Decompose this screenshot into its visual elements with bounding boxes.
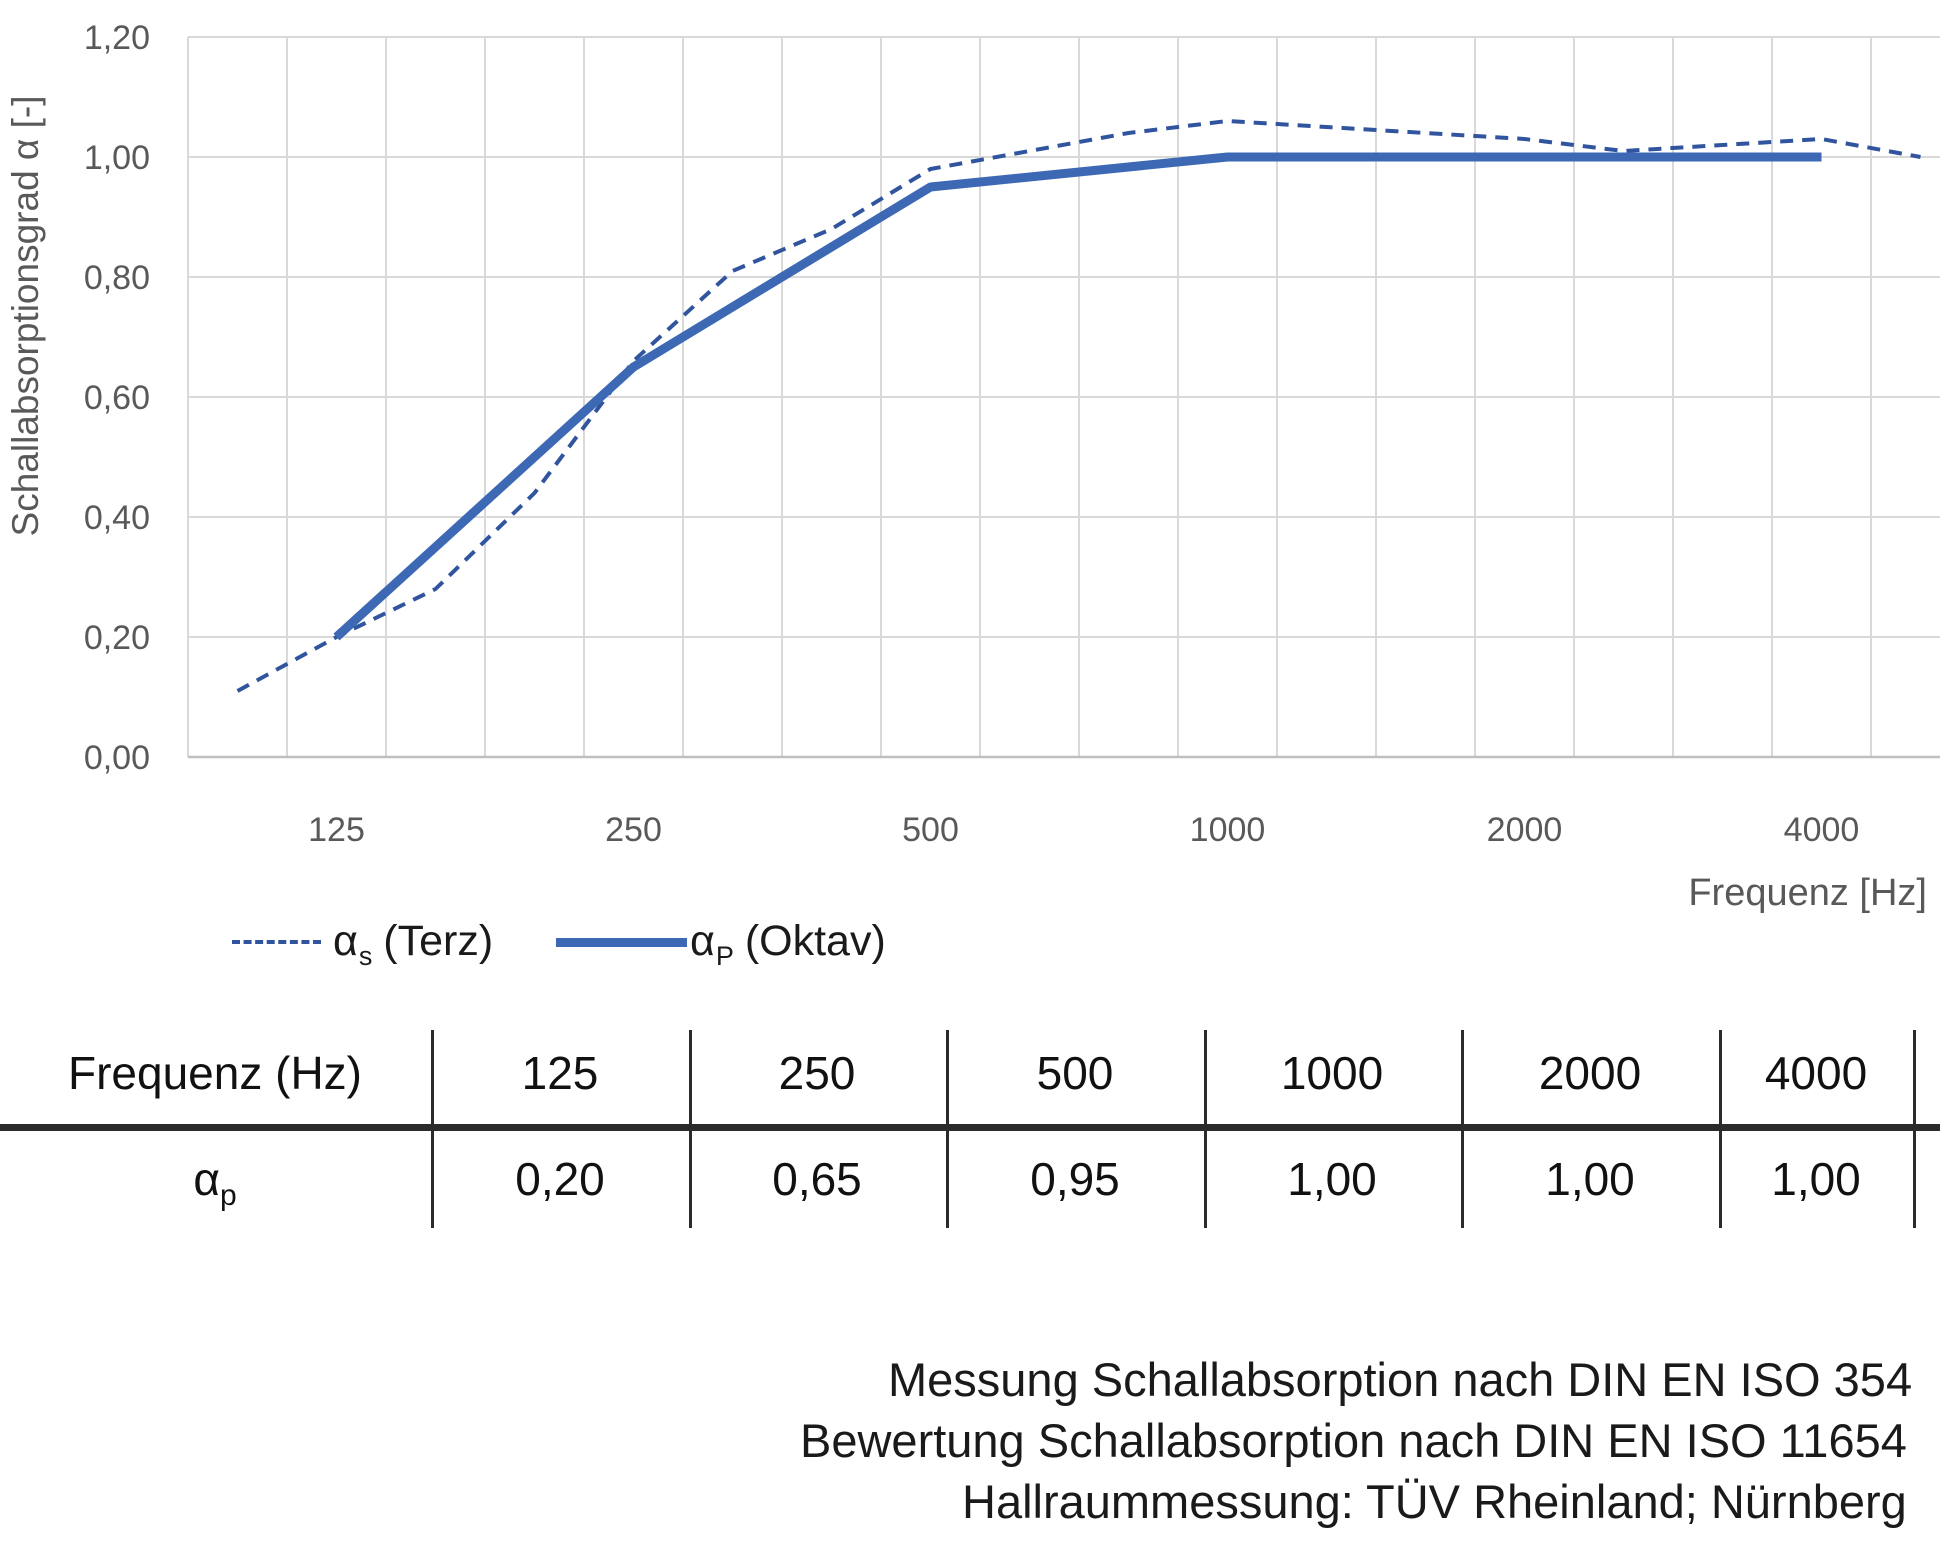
- table-header-value: 500: [1036, 1047, 1114, 1099]
- x-axis-title: Frequenz [Hz]: [1688, 872, 1927, 914]
- table-row-label-alpha-p: αp: [50, 1152, 380, 1212]
- x-tick-label: 125: [308, 811, 365, 849]
- alpha-subscript: p: [219, 1179, 237, 1212]
- table-header-divider: [0, 1124, 1940, 1131]
- oktav-series-line: [333, 152, 1822, 641]
- y-tick-label: 0,40: [84, 499, 150, 537]
- legend-oktav-symbol: α: [690, 917, 715, 965]
- table-header-value: 4000: [1764, 1047, 1868, 1099]
- legend-oktav-text: (Oktav): [732, 917, 886, 965]
- table-header-value: 250: [778, 1047, 856, 1099]
- terz-dashed-line-sample: [232, 940, 321, 944]
- x-tick-label: 1000: [1190, 811, 1266, 849]
- table-header-value: 125: [521, 1047, 599, 1099]
- table-cell-alpha-p-value: 1,00: [1287, 1153, 1377, 1205]
- footer-measurement-standard: Messung Schallabsorption nach DIN EN ISO…: [888, 1353, 1913, 1406]
- footer-rating-standard: Bewertung Schallabsorption nach DIN EN I…: [800, 1414, 1907, 1467]
- legend-label-oktav: αP (Oktav): [690, 917, 886, 971]
- table-cell-alpha-p-value: 1,00: [1771, 1153, 1861, 1205]
- terz-series-line: [236, 119, 1921, 693]
- x-tick-label: 250: [605, 811, 662, 849]
- footer-lab-note: Hallraummessung: TÜV Rheinland; Nürnberg: [962, 1475, 1907, 1528]
- absorption-chart: 0,00 0,20 0,40 0,60 0,80 1,00 1,20 125 250 500 100…: [5, 19, 1940, 849]
- table-header-value: 1000: [1280, 1047, 1384, 1099]
- legend-terz-text: (Terz): [371, 917, 494, 965]
- y-axis-title: Schallabsorptionsgrad α [-]: [5, 96, 46, 537]
- x-tick-label: 4000: [1784, 811, 1860, 849]
- alpha-symbol: α: [193, 1153, 220, 1205]
- legend-label-terz: αs (Terz): [333, 917, 494, 971]
- y-tick-label: 0,80: [84, 259, 150, 297]
- y-tick-label: 0,60: [84, 379, 150, 417]
- table-cell-alpha-p-value: 1,00: [1545, 1153, 1635, 1205]
- legend-terz-symbol: α: [333, 917, 358, 965]
- table-header-value: 2000: [1538, 1047, 1642, 1099]
- oktav-solid-line-sample: [556, 938, 687, 947]
- table-cell-alpha-p-value: 0,20: [515, 1153, 605, 1205]
- x-tick-label: 500: [902, 811, 959, 849]
- y-tick-label: 1,20: [84, 19, 150, 57]
- legend-terz-subscript: s: [358, 941, 373, 971]
- table-header-frequency: Frequenz (Hz): [68, 1047, 362, 1099]
- y-tick-label: 1,00: [84, 139, 150, 177]
- y-tick-label: 0,20: [84, 619, 150, 657]
- legend-oktav-subscript: P: [715, 941, 734, 971]
- table-cell-alpha-p-value: 0,95: [1030, 1153, 1120, 1205]
- y-tick-label: 0,00: [84, 739, 150, 777]
- x-tick-label: 2000: [1487, 811, 1563, 849]
- table-cell-alpha-p-value: 0,65: [772, 1153, 862, 1205]
